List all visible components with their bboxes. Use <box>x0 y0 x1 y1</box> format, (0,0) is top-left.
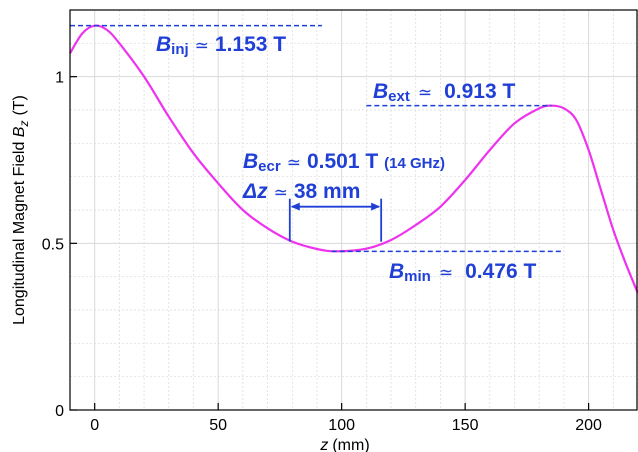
x-tick-label: 100 <box>328 417 355 434</box>
y-tick-label: 0.5 <box>42 236 64 253</box>
y-axis-title: Longitudinal Magnet Field Bz(T) <box>11 95 31 325</box>
delta-z-left-arrowhead <box>290 202 300 211</box>
b-ecr-label: Becr ≃ 0.501 T (14 GHz) <box>243 150 445 175</box>
grid <box>70 9 638 410</box>
delta-z-right-arrowhead <box>371 202 381 211</box>
x-tick-label: 50 <box>209 417 227 434</box>
x-axis-title: z (mm) <box>319 437 369 452</box>
x-tick-label: 200 <box>575 417 602 434</box>
b-inj-label: Binj ≃ 1.153 T <box>156 33 286 58</box>
b-min-label: Bmin ≃ 0.476 T <box>389 260 536 285</box>
field-profile-curve <box>69 24 638 294</box>
x-tick-label: 150 <box>452 417 479 434</box>
y-tick-label: 1 <box>55 70 64 87</box>
delta-z-label: Δz ≃ 38 mm <box>242 180 360 203</box>
plot-frame <box>69 9 638 411</box>
y-tick-label: 0 <box>55 403 64 420</box>
x-tick-label: 0 <box>90 417 99 434</box>
annotation-lines <box>70 24 562 253</box>
b-ext-label: Bext ≃ 0.913 T <box>373 80 515 105</box>
ticks: 0 50 100 150 200 0 0.5 1 <box>42 70 602 434</box>
